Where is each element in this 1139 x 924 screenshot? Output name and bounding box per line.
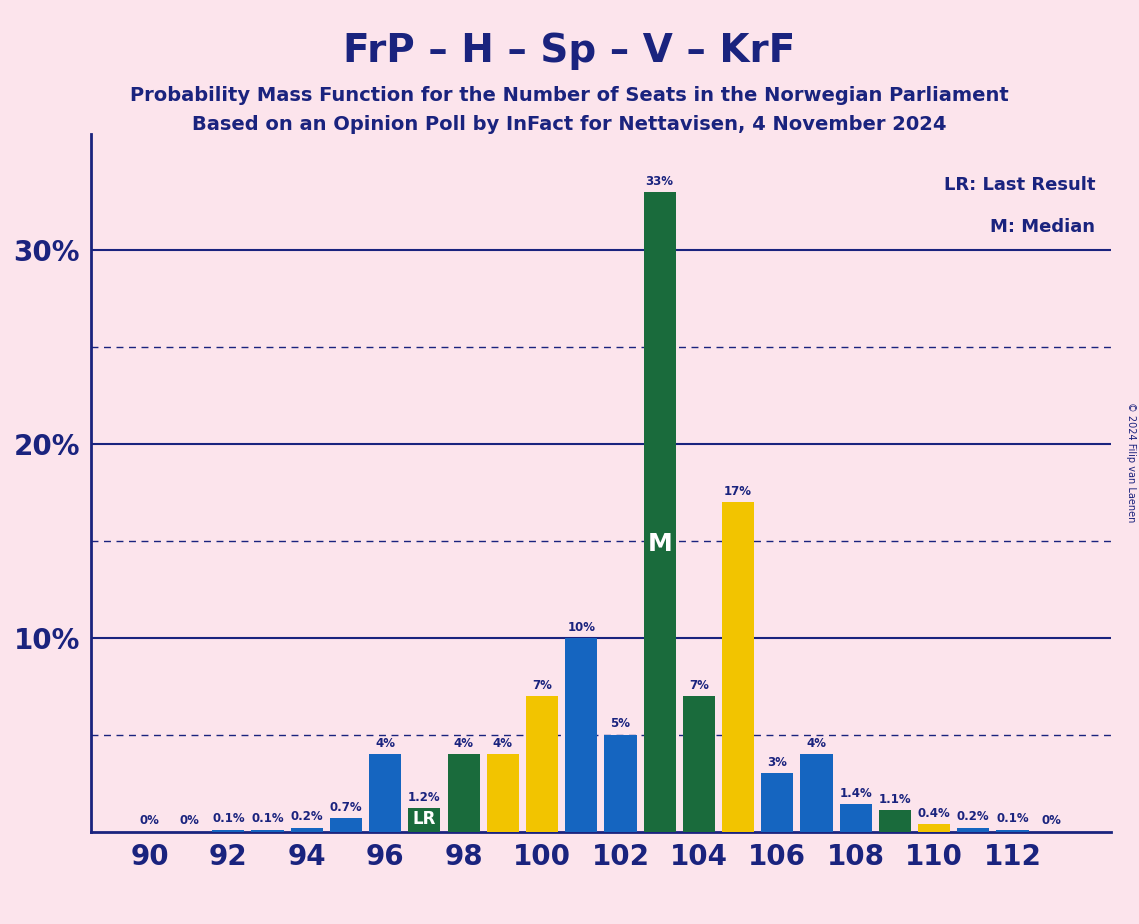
- Bar: [879, 810, 911, 832]
- Bar: [486, 754, 519, 832]
- Bar: [801, 754, 833, 832]
- Bar: [722, 502, 754, 832]
- Text: 0.2%: 0.2%: [957, 810, 990, 823]
- Bar: [761, 773, 794, 832]
- Text: 0.4%: 0.4%: [918, 807, 950, 820]
- Bar: [682, 696, 715, 832]
- Text: FrP – H – Sp – V – KrF: FrP – H – Sp – V – KrF: [343, 32, 796, 70]
- Text: 4%: 4%: [375, 736, 395, 749]
- Text: 10%: 10%: [567, 621, 596, 634]
- Text: 4%: 4%: [493, 736, 513, 749]
- Bar: [369, 754, 401, 832]
- Bar: [957, 828, 990, 832]
- Text: 3%: 3%: [768, 756, 787, 769]
- Text: Based on an Opinion Poll by InFact for Nettavisen, 4 November 2024: Based on an Opinion Poll by InFact for N…: [192, 116, 947, 135]
- Text: M: Median: M: Median: [990, 218, 1096, 236]
- Bar: [918, 824, 950, 832]
- Text: 0.1%: 0.1%: [997, 812, 1029, 825]
- Text: Probability Mass Function for the Number of Seats in the Norwegian Parliament: Probability Mass Function for the Number…: [130, 86, 1009, 105]
- Text: 0.1%: 0.1%: [212, 812, 245, 825]
- Text: LR: Last Result: LR: Last Result: [944, 176, 1096, 194]
- Text: 7%: 7%: [689, 679, 708, 692]
- Text: 33%: 33%: [646, 175, 673, 188]
- Bar: [252, 830, 284, 832]
- Text: LR: LR: [412, 809, 436, 828]
- Text: 0%: 0%: [179, 814, 199, 827]
- Bar: [997, 830, 1029, 832]
- Text: 5%: 5%: [611, 717, 630, 731]
- Text: 17%: 17%: [724, 485, 752, 498]
- Bar: [408, 808, 441, 832]
- Text: 1.4%: 1.4%: [839, 787, 872, 800]
- Text: 0.1%: 0.1%: [252, 812, 284, 825]
- Text: 1.2%: 1.2%: [408, 791, 441, 804]
- Bar: [605, 735, 637, 832]
- Text: 7%: 7%: [532, 679, 552, 692]
- Text: © 2024 Filip van Laenen: © 2024 Filip van Laenen: [1126, 402, 1136, 522]
- Bar: [565, 638, 597, 832]
- Bar: [330, 818, 362, 832]
- Text: M: M: [647, 532, 672, 556]
- Text: 0%: 0%: [1042, 814, 1062, 827]
- Text: 4%: 4%: [453, 736, 474, 749]
- Bar: [448, 754, 480, 832]
- Text: 1.1%: 1.1%: [878, 793, 911, 806]
- Text: 0.2%: 0.2%: [290, 810, 323, 823]
- Text: 0%: 0%: [140, 814, 159, 827]
- Text: 0.7%: 0.7%: [329, 801, 362, 814]
- Bar: [290, 828, 322, 832]
- Bar: [644, 192, 675, 832]
- Text: 4%: 4%: [806, 736, 827, 749]
- Bar: [839, 805, 871, 832]
- Bar: [212, 830, 245, 832]
- Bar: [526, 696, 558, 832]
